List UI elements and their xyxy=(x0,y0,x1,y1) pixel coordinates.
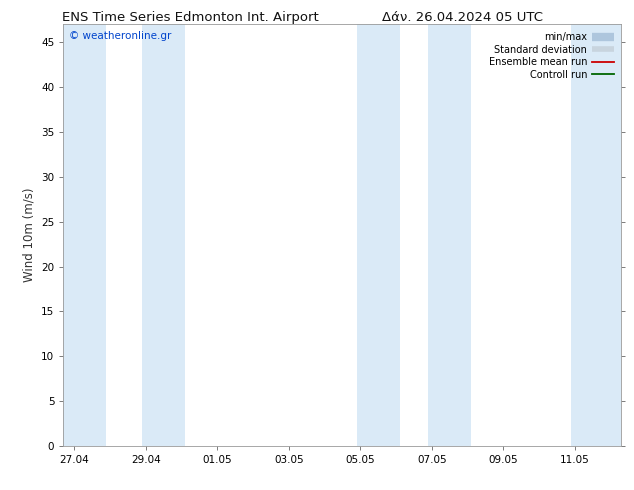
Bar xyxy=(357,24,399,446)
Bar xyxy=(571,24,621,446)
Bar xyxy=(142,24,185,446)
Y-axis label: Wind 10m (m/s): Wind 10m (m/s) xyxy=(23,188,36,282)
Legend: min/max, Standard deviation, Ensemble mean run, Controll run: min/max, Standard deviation, Ensemble me… xyxy=(486,29,616,82)
Text: Δάν. 26.04.2024 05 UTC: Δάν. 26.04.2024 05 UTC xyxy=(382,11,543,24)
Bar xyxy=(428,24,471,446)
Bar xyxy=(63,24,107,446)
Text: © weatheronline.gr: © weatheronline.gr xyxy=(69,31,171,41)
Text: ENS Time Series Edmonton Int. Airport: ENS Time Series Edmonton Int. Airport xyxy=(62,11,318,24)
